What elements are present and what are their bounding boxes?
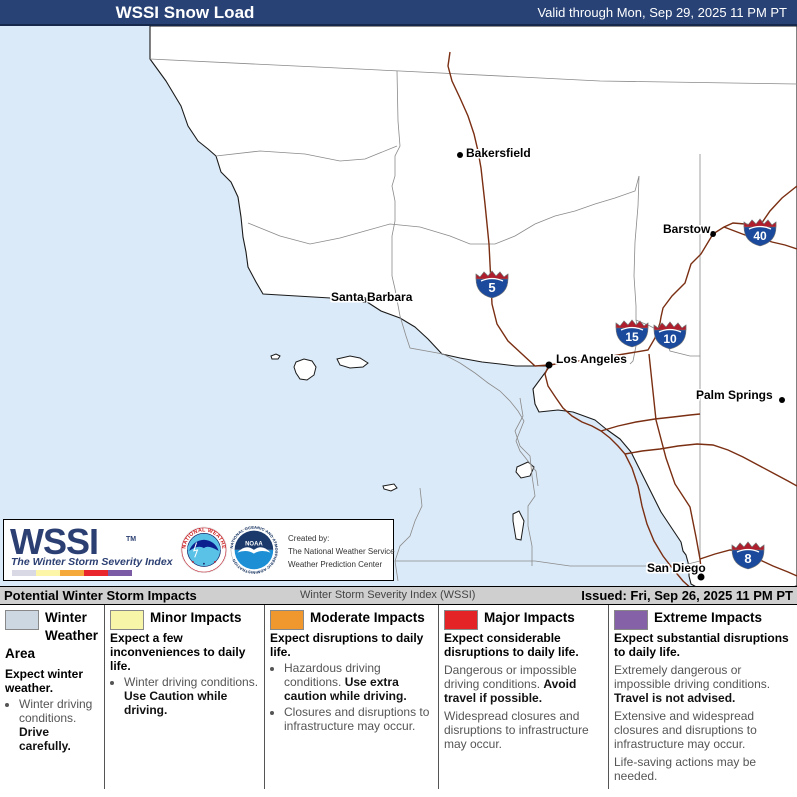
svg-text:8: 8 <box>744 551 751 566</box>
svg-text:Weather Prediction Center: Weather Prediction Center <box>288 560 382 569</box>
svg-text:5: 5 <box>488 280 495 295</box>
svg-text:10: 10 <box>663 332 677 346</box>
svg-text:40: 40 <box>753 229 767 243</box>
svg-text:15: 15 <box>625 330 639 344</box>
svg-text:Created by:: Created by: <box>288 534 329 543</box>
svg-text:The National Weather Service: The National Weather Service <box>288 547 395 556</box>
svg-text:NOAA: NOAA <box>245 541 263 547</box>
svg-text:TM: TM <box>126 536 136 543</box>
svg-text:The Winter Storm Severity Inde: The Winter Storm Severity Index <box>11 556 174 568</box>
